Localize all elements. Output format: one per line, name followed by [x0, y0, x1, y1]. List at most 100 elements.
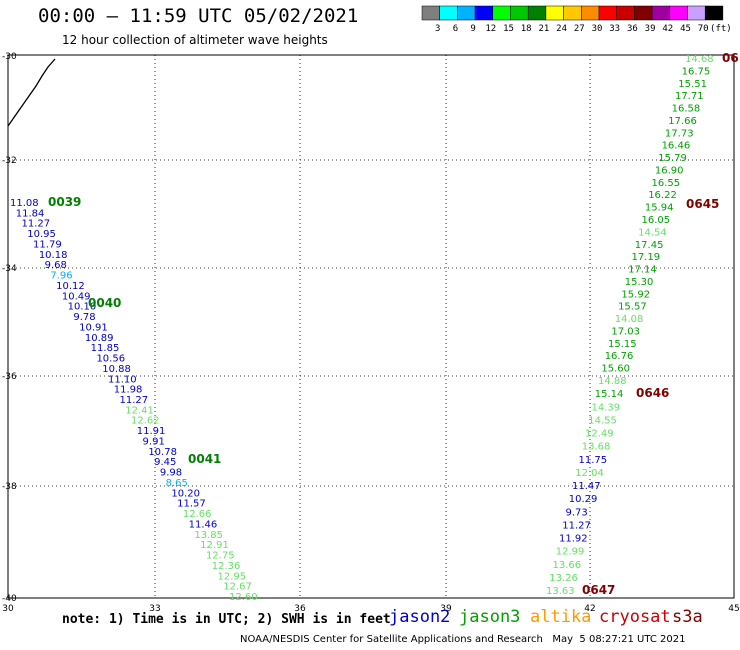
longitude-label: 36 [294, 604, 306, 614]
track-left: 11.0811.8411.2710.9511.7910.189.687.9610… [10, 198, 258, 603]
legend-jason2: jason2 [389, 607, 451, 627]
swh-value: 10.20 [171, 488, 200, 499]
swh-value: 11.84 [16, 208, 45, 219]
swh-value: 12.66 [183, 509, 212, 520]
swh-value: 11.92 [559, 534, 588, 545]
swh-value: 17.66 [668, 116, 697, 127]
swh-value: 11.08 [10, 198, 39, 209]
pass-time-label: 0041 [188, 452, 221, 466]
colorbar-tick-label: 15 [503, 24, 514, 34]
swh-value: 13.66 [553, 560, 582, 571]
swh-value: 7.96 [50, 271, 72, 282]
swh-value: 12.91 [200, 540, 229, 551]
swh-value: 15.14 [595, 389, 624, 400]
map-title: 00:00 – 11:59 UTC 05/02/2021 [38, 5, 359, 27]
swh-value: 10.95 [27, 229, 56, 240]
swh-value: 10.49 [62, 291, 91, 302]
longitude-label: 42 [584, 604, 595, 614]
swh-value: 10.12 [56, 281, 85, 292]
swh-value: 10.56 [96, 354, 125, 365]
swh-value: 13.85 [194, 530, 223, 541]
longitude-label: 39 [440, 604, 452, 614]
swh-value: 9.68 [45, 260, 67, 271]
swh-value: 14.68 [685, 54, 714, 65]
swh-value: 17.03 [611, 326, 640, 337]
swh-value: 16.58 [672, 104, 701, 115]
colorbar-tick-label: 42 [662, 24, 673, 34]
pass-time-label: 06 [722, 51, 739, 65]
latitude-label: -38 [2, 482, 17, 492]
wave-height-colorbar: 3 6 9 12 15 18 21 24 27 30 33 36 39 42 45 70 (ft) [421, 5, 732, 34]
swh-value: 16.05 [642, 215, 671, 226]
swh-value: 14.08 [615, 314, 644, 325]
colorbar-tick-label: 33 [609, 24, 620, 34]
latitude-label: -36 [2, 372, 17, 382]
colorbar-tick-label: 36 [627, 24, 638, 34]
latitude-label: -32 [2, 156, 17, 166]
swh-value: 17.45 [635, 240, 664, 251]
colorbar-tick-label: 30 [592, 24, 603, 34]
pass-time-label: 0647 [582, 583, 615, 597]
colorbar-tick-label: 3 [435, 24, 440, 34]
swh-value: 17.14 [628, 265, 657, 276]
pass-labels: 0039 0040 0041 0645 0646 0647 06 [48, 51, 739, 597]
swh-value: 16.76 [605, 351, 634, 362]
legend-altika: altika [530, 607, 592, 627]
latitude-label: -40 [2, 594, 17, 604]
swh-value: 10.88 [102, 364, 131, 375]
colorbar-tick-label: 9 [470, 24, 475, 34]
swh-value: 11.27 [120, 395, 149, 406]
pass-time-label: 0039 [48, 195, 81, 209]
swh-value: 11.47 [572, 481, 601, 492]
swh-value: 10.10 [68, 302, 97, 313]
swh-value: 9.73 [566, 507, 588, 518]
swh-value: 13.26 [549, 573, 578, 584]
swh-value: 15.57 [618, 302, 647, 313]
swh-value: 11.85 [91, 343, 120, 354]
colorbar-tick-label: 18 [521, 24, 532, 34]
swh-value: 17.19 [631, 252, 660, 263]
swh-value: 11.27 [562, 520, 591, 531]
swh-value: 15.92 [621, 289, 650, 300]
swh-value: 16.46 [662, 141, 691, 152]
swh-value: 12.75 [206, 551, 235, 562]
swh-value: 10.18 [39, 250, 68, 261]
longitude-label: 33 [149, 604, 160, 614]
swh-value: 12.95 [217, 571, 246, 582]
colorbar-tick-label: 21 [538, 24, 549, 34]
swh-value: 11.91 [137, 426, 166, 437]
swh-value: 10.91 [79, 322, 108, 333]
swh-value: 16.22 [648, 190, 677, 201]
colorbar-tick-label: 45 [680, 24, 691, 34]
swh-value: 17.73 [665, 128, 694, 139]
swh-value: 12.36 [212, 561, 241, 572]
legend-cryosat: cryosat [599, 607, 671, 627]
swh-value: 12.62 [131, 416, 160, 427]
swh-value: 14.55 [588, 415, 617, 426]
swh-value: 9.78 [73, 312, 95, 323]
swh-value: 10.29 [569, 494, 598, 505]
swh-value: 15.51 [678, 79, 707, 90]
colorbar-tick-label: 27 [574, 24, 585, 34]
swh-value: 11.75 [579, 455, 608, 466]
swh-value: 17.71 [675, 91, 704, 102]
pass-time-label: 0645 [686, 197, 719, 211]
pass-time-label: 0646 [636, 386, 669, 400]
swh-value: 16.75 [682, 66, 711, 77]
swh-value: 16.55 [652, 178, 681, 189]
swh-value: 11.79 [33, 239, 62, 250]
swh-value: 13.63 [546, 586, 575, 597]
swh-value: 14.39 [592, 402, 621, 413]
swh-value: 12.41 [125, 405, 154, 416]
swh-value: 15.15 [608, 339, 637, 350]
colorbar-tick-label: 70 [698, 24, 709, 34]
footer-note: note: 1) Time is in UTC; 2) SWH is in fe… [62, 612, 391, 627]
swh-value: 10.89 [85, 333, 114, 344]
swh-value: 15.94 [645, 203, 674, 214]
swh-value: 9.98 [160, 468, 182, 479]
swh-value: 15.30 [625, 277, 654, 288]
map-subtitle: 12 hour collection of altimeter wave hei… [62, 33, 328, 47]
colorbar-tick-label: 6 [453, 24, 458, 34]
